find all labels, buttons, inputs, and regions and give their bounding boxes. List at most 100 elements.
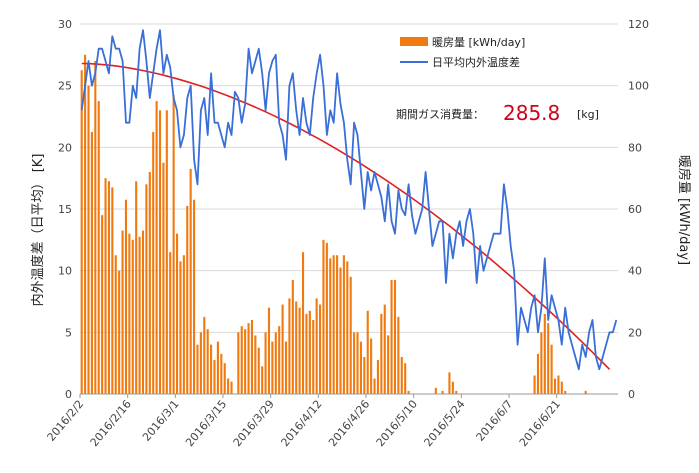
bar (131, 239, 134, 394)
y-axis-left-label: 内外温度差（日平均） [K] (30, 154, 46, 307)
bar (118, 270, 121, 394)
bar (179, 261, 182, 394)
bar (250, 320, 254, 394)
bar (196, 344, 199, 394)
bar (366, 310, 369, 394)
heating-bars (80, 54, 587, 395)
temperature-line (80, 29, 618, 371)
bar (332, 255, 335, 394)
legend-label-heating: 暖房量 [kWh/day] (432, 36, 525, 49)
bar (278, 326, 281, 394)
bar (148, 172, 151, 394)
bar (363, 357, 366, 394)
bar (298, 307, 301, 394)
bar (356, 332, 359, 394)
bar (121, 230, 124, 394)
bar (114, 255, 117, 394)
bar (536, 353, 540, 394)
x-tick-label: 2016/6/7 (474, 398, 516, 444)
bar (165, 110, 168, 394)
bar (186, 205, 189, 394)
bar (175, 233, 179, 394)
bar (90, 131, 93, 395)
x-tick-label: 2016/3/15 (183, 398, 229, 450)
bar (434, 387, 437, 394)
bar (220, 353, 223, 394)
y-left-tick-label: 20 (58, 141, 72, 154)
bar (533, 375, 536, 394)
bar (223, 363, 226, 394)
bar (254, 335, 257, 394)
bar (230, 381, 233, 394)
y-right-tick-label: 20 (628, 326, 642, 339)
trend-curve-path (81, 62, 611, 370)
bar (393, 279, 397, 394)
bar (261, 366, 264, 394)
bar (193, 199, 196, 394)
y-right-tick-label: 120 (628, 18, 649, 31)
bar (407, 390, 410, 394)
x-tick-label: 2016/5/10 (374, 398, 420, 450)
bar (162, 162, 165, 394)
bar (210, 344, 213, 394)
bar (305, 313, 308, 394)
bar (104, 178, 107, 394)
bar (87, 85, 90, 395)
bar (244, 329, 247, 394)
bar (182, 255, 185, 394)
x-tick-label: 2016/3/1 (140, 398, 182, 444)
bar (295, 301, 298, 394)
bar (172, 94, 175, 395)
bar (138, 236, 141, 394)
y-right-tick-label: 100 (628, 80, 649, 93)
bar (404, 363, 407, 394)
bar (128, 233, 131, 394)
bar (94, 61, 97, 394)
bar (353, 332, 356, 394)
bar (373, 378, 376, 394)
bar (206, 329, 209, 394)
bar (319, 304, 322, 394)
bar (227, 378, 230, 394)
bar (291, 279, 294, 394)
bar (339, 267, 342, 394)
bar (213, 360, 216, 394)
bar (111, 187, 114, 394)
bar (397, 316, 400, 394)
bar (135, 181, 138, 394)
x-tick-label: 2016/4/12 (278, 398, 324, 450)
bar (400, 357, 403, 394)
bar (107, 181, 110, 394)
bar (451, 381, 454, 394)
bar (359, 341, 362, 394)
bar (145, 184, 148, 394)
y-left-tick-label: 0 (65, 388, 72, 401)
y-left-tick-label: 15 (58, 203, 72, 216)
x-tick-label: 2016/6/21 (517, 398, 563, 450)
bar (342, 255, 345, 394)
y-left-tick-label: 10 (58, 265, 72, 278)
bar (189, 168, 192, 394)
annotation-unit: [kg] (577, 108, 599, 121)
temperature-line-path (80, 29, 618, 371)
bar (383, 304, 386, 394)
legend-swatch-heating (400, 37, 428, 46)
bar (448, 372, 451, 394)
bar (274, 332, 277, 394)
bar (540, 332, 543, 394)
bar (312, 320, 315, 394)
bar (560, 381, 563, 394)
bar (564, 390, 567, 394)
x-tick-label: 2016/4/26 (326, 398, 372, 450)
y-left-tick-label: 30 (58, 18, 72, 31)
bar (267, 307, 271, 394)
legend-label-temp: 日平均内外温度差 (432, 55, 520, 69)
annotation-label: 期間ガス消費量： (396, 107, 484, 121)
trend-curve (81, 62, 611, 370)
x-tick-label: 2016/3/29 (231, 398, 277, 450)
y-axis-right-label: 暖房量 [kWh/day] (676, 155, 692, 265)
bar (584, 390, 587, 394)
bar (349, 276, 352, 394)
bar (264, 332, 267, 394)
